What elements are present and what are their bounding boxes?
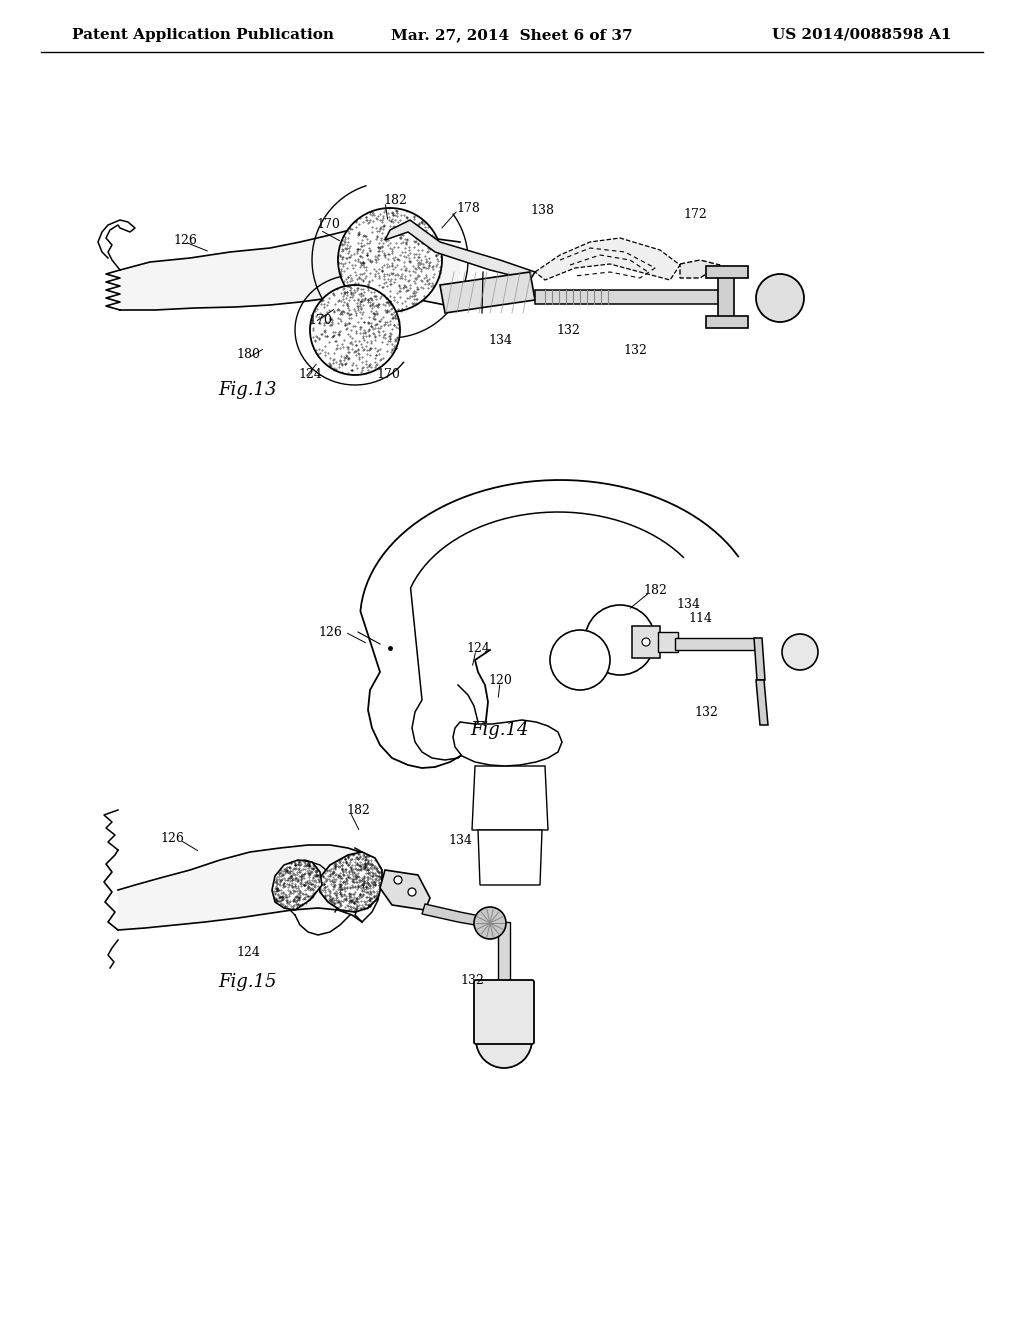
Text: 170: 170 — [376, 368, 400, 381]
Circle shape — [550, 630, 610, 690]
Text: 178: 178 — [456, 202, 480, 214]
FancyBboxPatch shape — [474, 979, 534, 1044]
Polygon shape — [756, 680, 768, 725]
Bar — [675, 638, 755, 649]
Circle shape — [408, 888, 416, 896]
Bar — [658, 632, 678, 652]
Text: 182: 182 — [346, 804, 370, 817]
Circle shape — [394, 876, 402, 884]
Polygon shape — [478, 830, 542, 884]
Circle shape — [338, 209, 442, 312]
Polygon shape — [385, 220, 535, 280]
Bar — [718, 275, 734, 319]
Text: 114: 114 — [688, 611, 712, 624]
Text: 124: 124 — [298, 368, 322, 381]
Circle shape — [782, 634, 818, 671]
Text: 180: 180 — [236, 348, 260, 362]
Text: 132: 132 — [460, 974, 484, 986]
Circle shape — [756, 275, 804, 322]
Circle shape — [642, 638, 650, 645]
Circle shape — [476, 1012, 532, 1068]
Text: 126: 126 — [173, 234, 197, 247]
Text: 182: 182 — [643, 583, 667, 597]
Bar — [498, 921, 510, 990]
Text: 124: 124 — [466, 642, 489, 655]
Text: Fig.15: Fig.15 — [218, 973, 276, 991]
Polygon shape — [120, 228, 460, 310]
Text: 124: 124 — [237, 945, 260, 958]
Text: 170: 170 — [308, 314, 332, 326]
Polygon shape — [422, 904, 492, 928]
Text: 170: 170 — [316, 219, 340, 231]
Circle shape — [585, 605, 655, 675]
Text: 132: 132 — [556, 323, 580, 337]
Bar — [476, 1010, 532, 1040]
Polygon shape — [272, 861, 322, 909]
Text: 172: 172 — [683, 209, 707, 222]
Text: 132: 132 — [623, 343, 647, 356]
Polygon shape — [118, 845, 362, 931]
Text: 134: 134 — [449, 833, 472, 846]
Text: 120: 120 — [488, 673, 512, 686]
Polygon shape — [440, 272, 535, 313]
Circle shape — [476, 982, 532, 1038]
Polygon shape — [754, 638, 765, 680]
Text: 126: 126 — [160, 832, 184, 845]
Polygon shape — [453, 719, 562, 766]
Circle shape — [310, 285, 400, 375]
Text: Patent Application Publication: Patent Application Publication — [72, 28, 334, 42]
Text: 134: 134 — [676, 598, 700, 611]
Polygon shape — [535, 238, 680, 280]
Text: 138: 138 — [530, 203, 554, 216]
Polygon shape — [318, 851, 382, 912]
Text: 126: 126 — [318, 626, 342, 639]
Text: 134: 134 — [488, 334, 512, 346]
Text: Fig.13: Fig.13 — [218, 381, 276, 399]
Bar — [706, 315, 748, 327]
Text: Mar. 27, 2014  Sheet 6 of 37: Mar. 27, 2014 Sheet 6 of 37 — [391, 28, 633, 42]
Bar — [535, 290, 720, 304]
Polygon shape — [680, 260, 720, 279]
Text: 182: 182 — [383, 194, 407, 206]
Polygon shape — [380, 870, 430, 909]
Bar — [706, 267, 748, 279]
Bar — [632, 626, 660, 657]
Text: Fig.14: Fig.14 — [470, 721, 528, 739]
Text: US 2014/0088598 A1: US 2014/0088598 A1 — [772, 28, 952, 42]
Polygon shape — [472, 766, 548, 830]
Circle shape — [474, 907, 506, 939]
Text: 132: 132 — [694, 705, 718, 718]
